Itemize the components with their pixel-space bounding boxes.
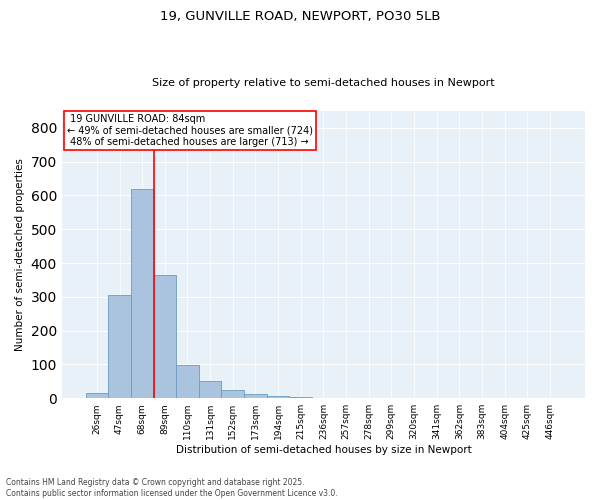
Bar [86,393,108,398]
Y-axis label: Number of semi-detached properties: Number of semi-detached properties [15,158,25,351]
Bar [267,396,289,398]
Bar [244,394,267,398]
Text: 19, GUNVILLE ROAD, NEWPORT, PO30 5LB: 19, GUNVILLE ROAD, NEWPORT, PO30 5LB [160,10,440,23]
Text: 19 GUNVILLE ROAD: 84sqm
← 49% of semi-detached houses are smaller (724)
 48% of : 19 GUNVILLE ROAD: 84sqm ← 49% of semi-de… [67,114,313,147]
Bar [176,365,199,398]
Bar [131,188,154,398]
Title: Size of property relative to semi-detached houses in Newport: Size of property relative to semi-detach… [152,78,495,88]
Bar [221,390,244,398]
Bar [108,295,131,398]
Bar [199,380,221,398]
Bar [154,275,176,398]
Bar [289,397,312,398]
X-axis label: Distribution of semi-detached houses by size in Newport: Distribution of semi-detached houses by … [176,445,471,455]
Text: Contains HM Land Registry data © Crown copyright and database right 2025.
Contai: Contains HM Land Registry data © Crown c… [6,478,338,498]
